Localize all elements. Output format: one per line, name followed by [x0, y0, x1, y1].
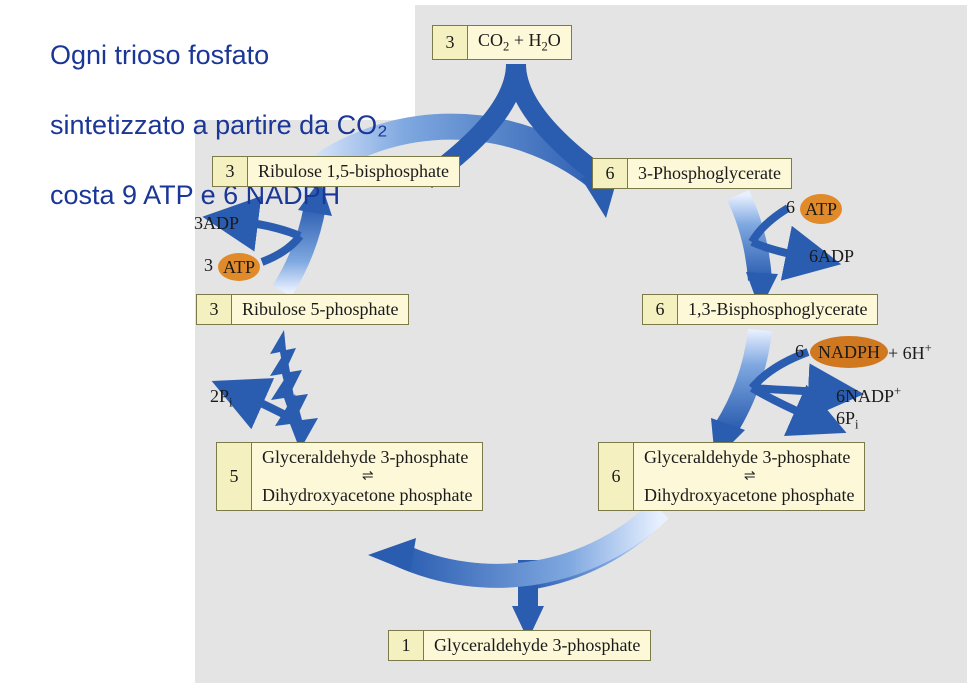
- title-line-2: sintetizzato a partire da CO₂: [50, 110, 388, 140]
- box-label-line2: Dihydroxyacetone phosphate: [262, 485, 472, 506]
- box-label-line1: Glyceraldehyde 3-phosphate: [644, 447, 850, 468]
- box-num: 6: [599, 443, 634, 510]
- six-pi-label: 6Pi: [836, 408, 859, 433]
- box-r5p: 3 Ribulose 5-phosphate: [196, 294, 409, 325]
- three-adp-label: 3ADP: [194, 213, 239, 234]
- atp-label: ATP: [223, 257, 255, 278]
- box-num: 6: [643, 295, 678, 324]
- box-label: 3-Phosphoglycerate: [638, 163, 781, 184]
- six-adp-label: 6ADP: [809, 246, 854, 267]
- box-num: 6: [593, 159, 628, 188]
- box-g3p-output: 1 Glyceraldehyde 3-phosphate: [388, 630, 651, 661]
- atp-right-oval: ATP: [800, 194, 842, 224]
- box-num: 3: [213, 157, 248, 186]
- box-label: Ribulose 1,5-bisphosphate: [258, 161, 449, 182]
- box-label: Ribulose 5-phosphate: [242, 299, 398, 320]
- box-13bpg: 6 1,3-Bisphosphoglycerate: [642, 294, 878, 325]
- box-3pg: 6 3-Phosphoglycerate: [592, 158, 792, 189]
- atp-left-oval: ATP: [218, 253, 260, 281]
- nadph-oval: NADPH: [810, 336, 888, 368]
- atp-label: ATP: [805, 199, 837, 220]
- box-label: Glyceraldehyde 3-phosphate: [434, 635, 640, 656]
- box-rubp: 3 Ribulose 1,5-bisphosphate: [212, 156, 460, 187]
- three-atp-prefix: 3: [204, 255, 213, 276]
- equilibrium-icon: ⇌: [262, 468, 472, 485]
- two-pi-label: 2Pi: [210, 386, 233, 411]
- six-h-plus: + 6H+: [888, 341, 932, 364]
- box-num: 1: [389, 631, 424, 660]
- box-g3p-dhap-left: 5 Glyceraldehyde 3-phosphate ⇌ Dihydroxy…: [216, 442, 483, 511]
- six-nadp-label: 6NADP+: [836, 384, 901, 407]
- box-num: 5: [217, 443, 252, 510]
- nadph-label: NADPH: [818, 342, 880, 363]
- box-num: 3: [433, 26, 468, 59]
- title-line-1: Ogni trioso fosfato: [50, 40, 269, 70]
- equilibrium-icon: ⇌: [644, 468, 854, 485]
- page-title: Ogni trioso fosfato sintetizzato a parti…: [20, 3, 388, 249]
- box-num: 3: [197, 295, 232, 324]
- box-label-line2: Dihydroxyacetone phosphate: [644, 485, 854, 506]
- box-label-line1: Glyceraldehyde 3-phosphate: [262, 447, 468, 468]
- six-nadph-prefix: 6: [795, 341, 804, 362]
- six-atp-prefix: 6: [786, 197, 795, 218]
- box-g3p-dhap-right: 6 Glyceraldehyde 3-phosphate ⇌ Dihydroxy…: [598, 442, 865, 511]
- box-co2-h2o: 3 CO2 + H2O: [432, 25, 572, 60]
- box-label: CO2 + H2O: [478, 30, 561, 55]
- box-label: 1,3-Bisphosphoglycerate: [688, 299, 867, 320]
